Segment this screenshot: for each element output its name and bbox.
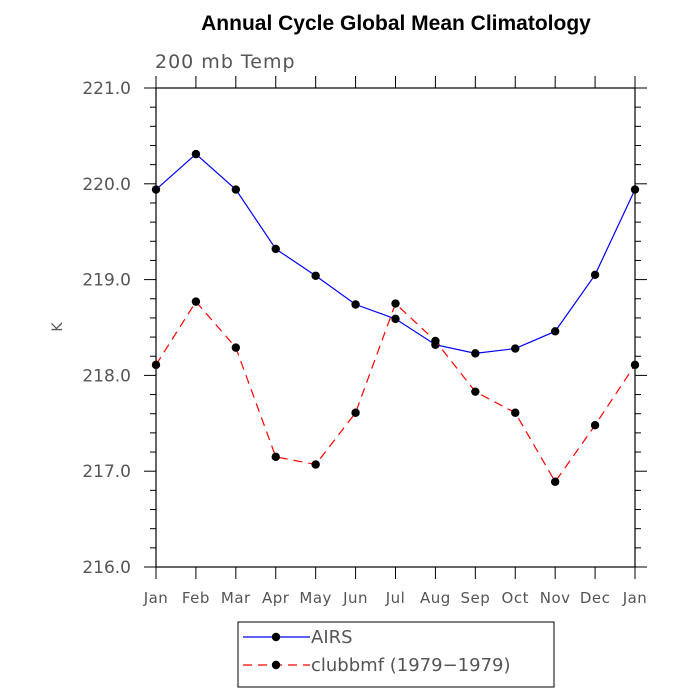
legend-label: clubbmf (1979−1979) — [311, 655, 511, 676]
axis-ticks — [144, 76, 647, 579]
data-point — [550, 327, 560, 336]
data-point — [271, 452, 280, 462]
y-tick-label: 221.0 — [82, 79, 131, 99]
data-point — [590, 270, 600, 280]
data-point — [471, 349, 480, 358]
series-line — [155, 300, 636, 483]
series-layer — [151, 149, 640, 486]
x-tick-label: Jul — [385, 589, 406, 607]
data-point — [311, 271, 320, 280]
x-tick-label: Jun — [342, 589, 368, 607]
data-point — [151, 185, 161, 194]
series-line — [155, 153, 636, 354]
x-tick-label: Jan — [622, 589, 648, 607]
chart-title: Annual Cycle Global Mean Climatology — [201, 12, 591, 35]
x-tick-label: Sep — [460, 589, 490, 607]
legend-marker — [271, 660, 281, 670]
plot-frame — [155, 87, 636, 568]
legend-label: AIRS — [311, 627, 353, 648]
x-tick-label: Mar — [221, 589, 251, 607]
data-point — [471, 387, 480, 396]
y-tick-label: 216.0 — [82, 558, 131, 578]
data-point — [391, 314, 400, 324]
data-point — [351, 300, 360, 309]
x-tick-label: Nov — [540, 589, 571, 607]
x-tick-label: Jan — [143, 589, 169, 607]
data-point — [431, 336, 440, 346]
legend: AIRS clubbmf (1979−1979) — [243, 627, 511, 676]
legend-item-1: AIRS — [243, 627, 353, 648]
data-point — [550, 477, 560, 486]
x-tick-label: Aug — [420, 589, 451, 607]
x-tick-labels: Jan Feb Mar Apr May Jun Jul Aug Sep Oct Nov Dec Jan — [143, 589, 648, 607]
data-point — [231, 343, 241, 352]
chart-subtitle: 200 mb Temp — [155, 51, 296, 73]
legend-box — [237, 621, 555, 688]
y-axis-label: K — [50, 322, 66, 332]
data-point — [271, 244, 280, 254]
data-point — [511, 408, 520, 417]
data-point — [191, 297, 201, 306]
data-point — [311, 460, 320, 469]
data-point — [511, 344, 520, 353]
y-tick-label: 220.0 — [82, 175, 131, 195]
data-point — [231, 185, 241, 194]
data-point — [630, 185, 640, 194]
legend-item-2: clubbmf (1979−1979) — [243, 655, 511, 676]
x-tick-label: May — [299, 589, 332, 607]
data-point — [191, 149, 201, 159]
data-point — [351, 408, 360, 417]
y-tick-label: 217.0 — [82, 462, 131, 482]
series-1 — [151, 149, 640, 358]
data-point — [630, 360, 640, 370]
data-point — [151, 360, 161, 370]
y-tick-label: 218.0 — [82, 366, 131, 386]
x-tick-label: Oct — [502, 589, 529, 607]
x-tick-label: Dec — [580, 589, 611, 607]
x-tick-label: Feb — [182, 589, 210, 607]
legend-marker — [271, 632, 281, 642]
data-point — [391, 299, 400, 308]
x-tick-label: Apr — [262, 589, 290, 607]
series-2 — [151, 297, 640, 486]
data-point — [590, 421, 600, 430]
y-tick-label: 219.0 — [82, 271, 131, 291]
y-tick-labels: 216.0 217.0 218.0 219.0 220.0 221.0 — [82, 79, 131, 578]
